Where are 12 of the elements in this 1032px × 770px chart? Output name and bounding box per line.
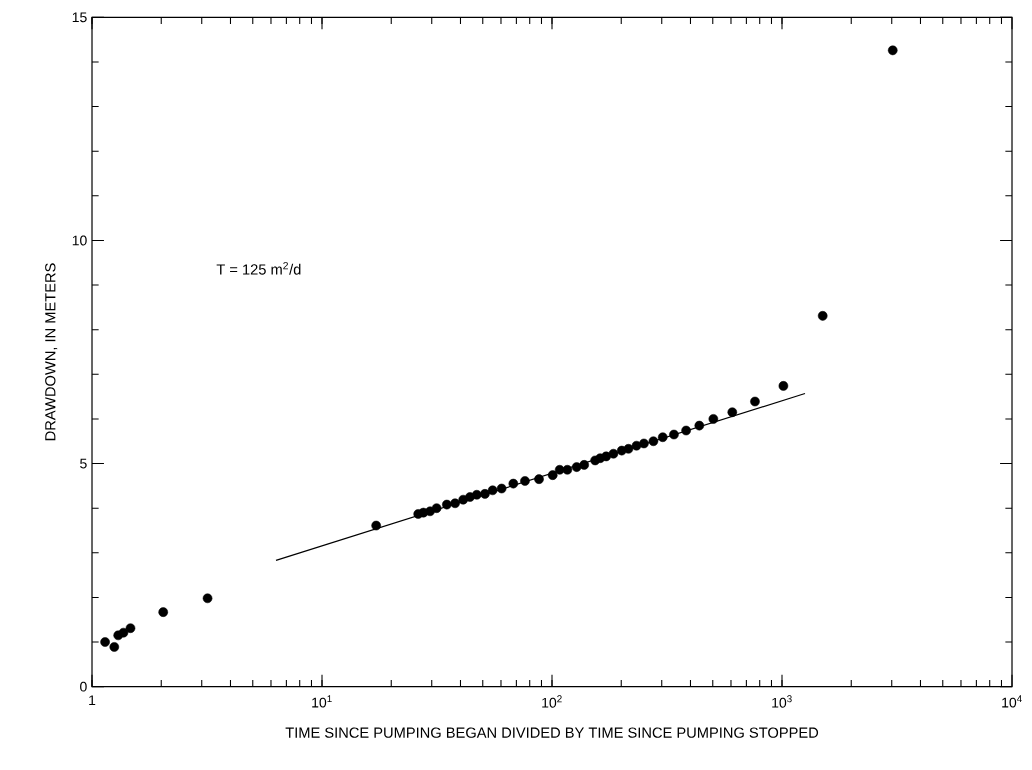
y-tick-label: 5 — [80, 458, 87, 469]
annotation: T = 125 m$^{2}$/d — [216, 262, 301, 275]
x-tick-label: 10$^{1}$ — [312, 695, 332, 708]
x-tick-label: 10$^{2}$ — [542, 695, 562, 708]
x-axis-title: TIME SINCE PUMPING BEGAN DIVIDED BY TIME SINCE PUMPING STOPPED — [285, 727, 819, 738]
y-axis-title: DRAWDOWN, IN METERS — [45, 263, 58, 441]
y-tick-label: 0 — [80, 681, 87, 692]
x-tick-label: 1 — [89, 695, 96, 705]
y-tick-label: 10 — [72, 235, 87, 246]
y-tick-label: 15 — [72, 12, 87, 23]
x-tick-label: 10$^{3}$ — [772, 695, 792, 708]
x-tick-label: 10$^{4}$ — [1002, 695, 1022, 708]
